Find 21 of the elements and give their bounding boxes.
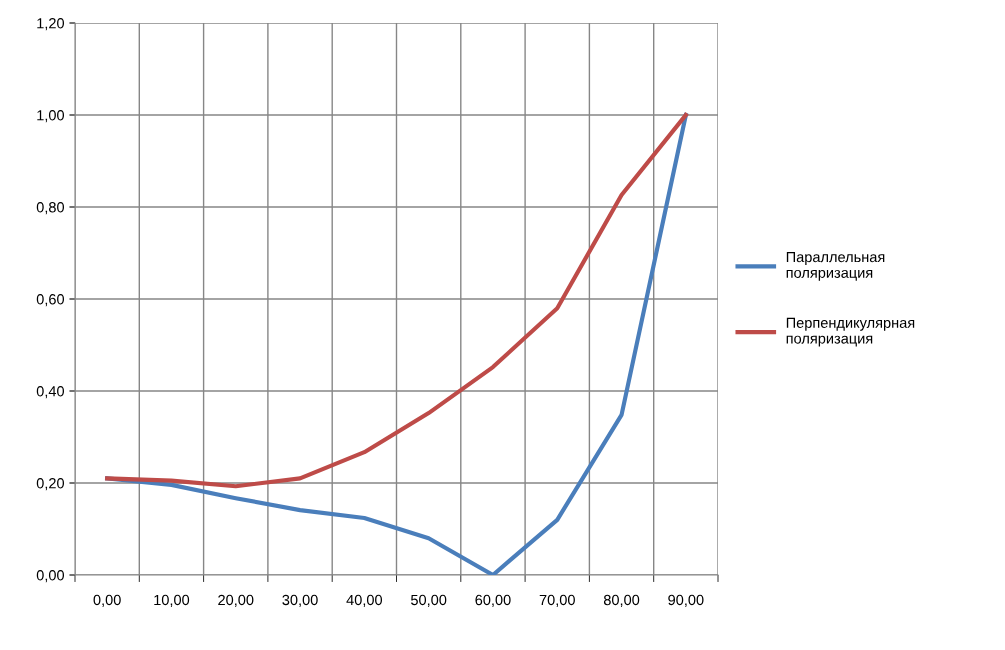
x-tick-label: 70,00 xyxy=(539,594,575,607)
y-tick-label: 0,40 xyxy=(36,386,65,399)
x-tick-label: 50,00 xyxy=(410,594,447,607)
x-tick-label: 90,00 xyxy=(668,594,704,607)
y-tick-label: 0,00 xyxy=(36,570,65,583)
x-tick-label: 0,00 xyxy=(93,594,121,607)
legend-label: Параллельная поляризация xyxy=(786,252,885,281)
y-tick-label: 0,80 xyxy=(36,202,65,215)
x-tick-label: 20,00 xyxy=(218,594,254,607)
line-series xyxy=(105,112,688,575)
x-tick-label: 40,00 xyxy=(346,594,383,607)
x-tick-label: 10,00 xyxy=(154,594,190,607)
x-tick-label: 80,00 xyxy=(603,594,640,607)
x-tick-label: 30,00 xyxy=(282,594,318,607)
y-tick-label: 1,00 xyxy=(37,110,65,123)
y-tick-label: 0,60 xyxy=(36,294,65,307)
legend-label: Перпендикулярная поляризация xyxy=(786,317,915,347)
y-tick-label: 0,20 xyxy=(36,478,65,491)
line-series xyxy=(105,112,688,489)
x-tick-label: 60,00 xyxy=(475,594,511,607)
y-tick-label: 1,20 xyxy=(37,18,65,31)
